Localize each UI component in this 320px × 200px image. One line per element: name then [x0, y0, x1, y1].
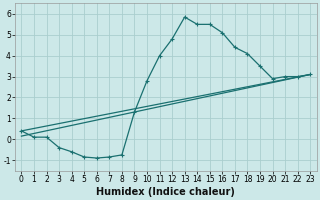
X-axis label: Humidex (Indice chaleur): Humidex (Indice chaleur) — [96, 187, 235, 197]
